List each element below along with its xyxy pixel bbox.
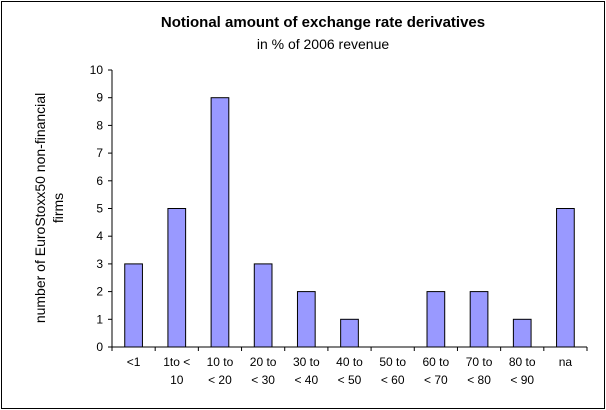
plot-area: 0 1 2 3 4 5 6 7 8 9 10 <1 1to < 10 10 to < 20 20 to < 30 3…: [90, 63, 588, 387]
x-tick-label: <1: [127, 355, 141, 369]
x-tick-label: 70 to: [466, 355, 493, 369]
y-tick-label: 3: [96, 257, 103, 271]
bar: [167, 208, 187, 348]
bar: [124, 263, 143, 348]
x-tick-label: 10 to: [207, 355, 234, 369]
y-axis-label-line-2: firms: [50, 193, 66, 223]
x-tick-label: 80 to: [509, 355, 536, 369]
x-tick-label: 30 to: [293, 355, 320, 369]
x-tick-label: 60 to: [423, 355, 450, 369]
x-tick-label: 20 to: [250, 355, 277, 369]
x-tick-label: 50 to: [379, 355, 406, 369]
x-tick-label: < 40: [294, 373, 318, 387]
x-tick-label: < 80: [467, 373, 491, 387]
y-tick-label: 8: [96, 118, 103, 132]
bar: [512, 318, 532, 348]
y-tick-label: 6: [96, 174, 103, 188]
x-tick-label: 10: [170, 373, 184, 387]
y-tick-label: 0: [96, 340, 103, 354]
y-axis-label: number of EuroStoxx50 non-financial firm…: [32, 93, 66, 323]
x-tick-label: 40 to: [336, 355, 363, 369]
x-tick-label: < 20: [208, 373, 232, 387]
bar: [296, 291, 316, 348]
y-tick-label: 10: [90, 63, 104, 77]
chart-subtitle: in % of 2006 revenue: [257, 36, 390, 52]
x-tick-label: < 90: [510, 373, 534, 387]
y-tick-label: 9: [96, 91, 103, 105]
x-tick-label: 1to <: [163, 355, 190, 369]
x-tick-label: < 30: [251, 373, 275, 387]
bar: [340, 318, 359, 348]
x-tick-label: < 60: [381, 373, 405, 387]
bar: [426, 291, 446, 348]
bar: [469, 291, 489, 348]
bar: [253, 263, 273, 348]
y-tick-label: 2: [96, 285, 103, 299]
y-tick-label: 5: [96, 202, 103, 216]
x-tick-label: < 50: [338, 373, 362, 387]
bar: [556, 208, 575, 348]
y-tick-label: 7: [96, 146, 103, 160]
bar: [210, 97, 230, 348]
x-tick-label: < 70: [424, 373, 448, 387]
chart-title: Notional amount of exchange rate derivat…: [161, 14, 485, 31]
x-tick-label: na: [559, 355, 573, 369]
y-axis-label-line-1: number of EuroStoxx50 non-financial: [32, 93, 48, 323]
y-tick-label: 4: [96, 229, 103, 243]
y-tick-label: 1: [96, 312, 103, 326]
